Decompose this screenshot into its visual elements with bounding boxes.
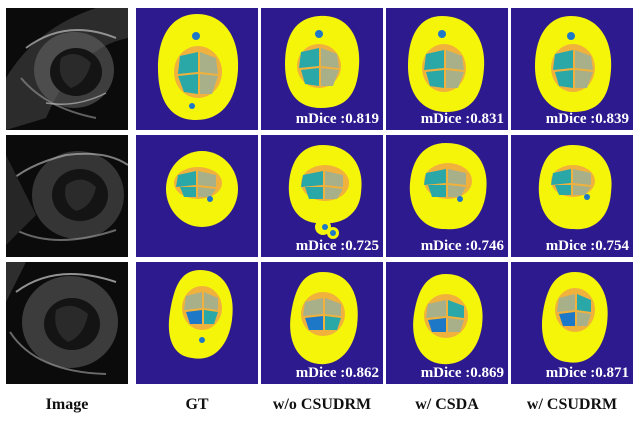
segmentation-wo-csudrm-row-1: mDice :0.819 xyxy=(261,8,383,130)
segmentation-w-csudrm-row-3: mDice :0.871 xyxy=(511,262,633,384)
mdice-score-w-csda-row-2: mDice :0.746 xyxy=(420,238,504,254)
segmentation-w-csda-row-2: mDice :0.746 xyxy=(386,135,508,257)
segmentation-w-csudrm-row-1: mDice :0.839 xyxy=(511,8,633,130)
mdice-score-w-csudrm-row-1: mDice :0.839 xyxy=(545,111,629,127)
segmentation-w-csudrm-row-2: mDice :0.754 xyxy=(511,135,633,257)
mdice-score-w-csudrm-row-3: mDice :0.871 xyxy=(545,365,629,381)
mdice-score-wo-csudrm-row-2: mDice :0.725 xyxy=(295,238,379,254)
segmentation-w-csda-row-1: mDice :0.831 xyxy=(386,8,508,130)
column-label-w-csudrm: w/ CSUDRM xyxy=(526,396,618,413)
mdice-score-wo-csudrm-row-1: mDice :0.819 xyxy=(295,111,379,127)
segmentation-gt-row-1 xyxy=(136,8,258,130)
segmentation-gt-row-2 xyxy=(136,135,258,257)
mdice-score-w-csda-row-3: mDice :0.869 xyxy=(420,365,504,381)
ultrasound-image-row-2 xyxy=(6,135,128,257)
column-label-w-csda: w/ CSDA xyxy=(415,396,479,413)
column-label-wo-csudrm: w/o CSUDRM xyxy=(272,396,372,413)
segmentation-wo-csudrm-row-2: mDice :0.725 xyxy=(261,135,383,257)
segmentation-wo-csudrm-row-3: mDice :0.862 xyxy=(261,262,383,384)
mdice-score-wo-csudrm-row-3: mDice :0.862 xyxy=(295,365,379,381)
segmentation-w-csda-row-3: mDice :0.869 xyxy=(386,262,508,384)
mdice-score-w-csda-row-1: mDice :0.831 xyxy=(420,111,504,127)
segmentation-gt-row-3 xyxy=(136,262,258,384)
mdice-score-w-csudrm-row-2: mDice :0.754 xyxy=(545,238,629,254)
column-label-image: Image xyxy=(45,396,89,413)
column-label-gt: GT xyxy=(185,396,209,413)
ultrasound-image-row-3 xyxy=(6,262,128,384)
ultrasound-image-row-1 xyxy=(6,8,128,130)
